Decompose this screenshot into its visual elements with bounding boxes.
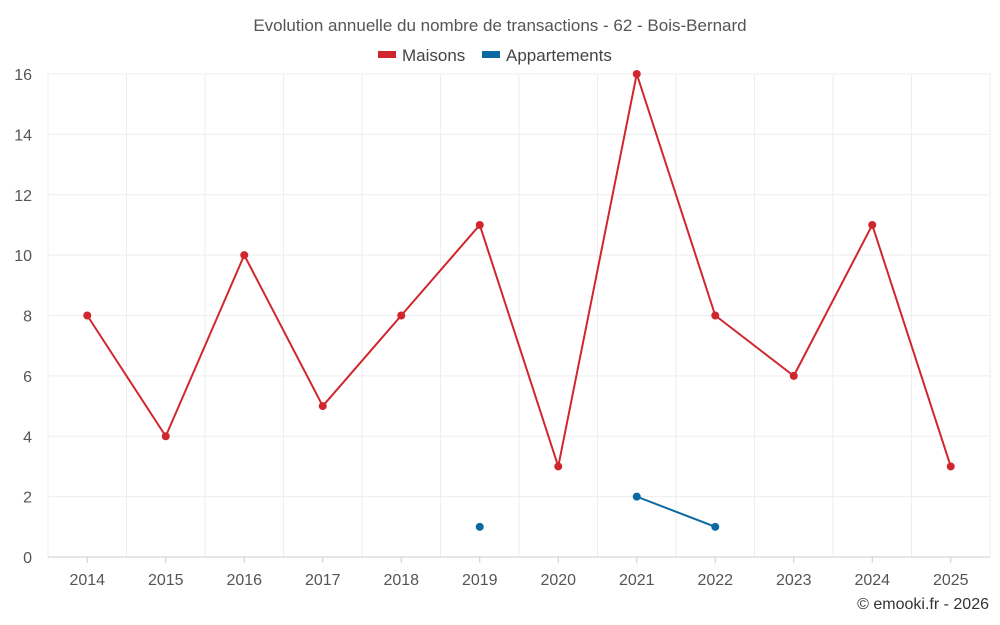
grid [47, 73, 991, 557]
series-appartements [475, 492, 720, 531]
x-tick-label: 2018 [383, 572, 419, 589]
legend-swatch-appartements [482, 51, 500, 58]
x-tick-label: 2024 [854, 572, 890, 589]
x-axis: 2014 2015 2016 2017 2018 2019 2020 2021 2022 2023… [48, 556, 990, 589]
data-point-maisons[interactable] [318, 402, 327, 411]
data-point-appartements[interactable] [475, 522, 484, 531]
legend-label-maisons: Maisons [402, 46, 465, 65]
series-line-maisons [86, 73, 952, 468]
series-line-appartements [636, 495, 716, 528]
series [83, 70, 955, 531]
x-tick-label: 2015 [148, 572, 184, 589]
data-point-maisons[interactable] [83, 311, 92, 320]
y-tick-label: 4 [23, 429, 32, 446]
x-tick-label: 2014 [69, 572, 105, 589]
data-point-maisons[interactable] [789, 371, 798, 380]
data-point-maisons[interactable] [868, 220, 877, 229]
data-point-maisons[interactable] [554, 462, 563, 471]
x-tick-label: 2023 [776, 572, 812, 589]
y-tick-label: 16 [14, 67, 32, 84]
data-point-maisons[interactable] [711, 311, 720, 320]
data-point-maisons[interactable] [475, 220, 484, 229]
credit-text: © emooki.fr - 2026 [857, 596, 989, 613]
y-tick-label: 14 [14, 127, 32, 144]
x-tick-label: 2020 [540, 572, 576, 589]
y-tick-label: 10 [14, 248, 32, 265]
series-maisons [83, 70, 955, 471]
y-tick-label: 8 [23, 309, 32, 326]
x-tick-label: 2019 [462, 572, 498, 589]
legend-swatch-maisons [378, 51, 396, 58]
x-tick-label: 2021 [619, 572, 655, 589]
y-tick-label: 6 [23, 369, 32, 386]
data-point-appartements[interactable] [711, 522, 720, 531]
legend-item-maisons[interactable]: Maisons [378, 46, 465, 65]
data-point-maisons[interactable] [397, 311, 406, 320]
y-tick-label: 2 [23, 490, 32, 507]
legend-item-appartements[interactable]: Appartements [482, 46, 612, 65]
data-point-maisons[interactable] [946, 462, 955, 471]
data-point-maisons[interactable] [161, 432, 170, 441]
data-point-maisons[interactable] [632, 70, 641, 78]
x-tick-label: 2025 [933, 572, 969, 589]
y-axis: 0 2 4 6 8 10 12 14 16 [14, 67, 32, 567]
legend: Maisons Appartements [378, 46, 612, 65]
x-tick-label: 2016 [226, 572, 262, 589]
legend-label-appartements: Appartements [506, 46, 612, 65]
data-point-appartements[interactable] [632, 492, 641, 501]
chart-title: Evolution annuelle du nombre de transact… [253, 16, 746, 35]
y-tick-label: 0 [23, 550, 32, 567]
data-point-maisons[interactable] [240, 251, 249, 260]
y-tick-label: 12 [14, 188, 32, 205]
x-tick-label: 2017 [305, 572, 341, 589]
x-tick-label: 2022 [697, 572, 733, 589]
